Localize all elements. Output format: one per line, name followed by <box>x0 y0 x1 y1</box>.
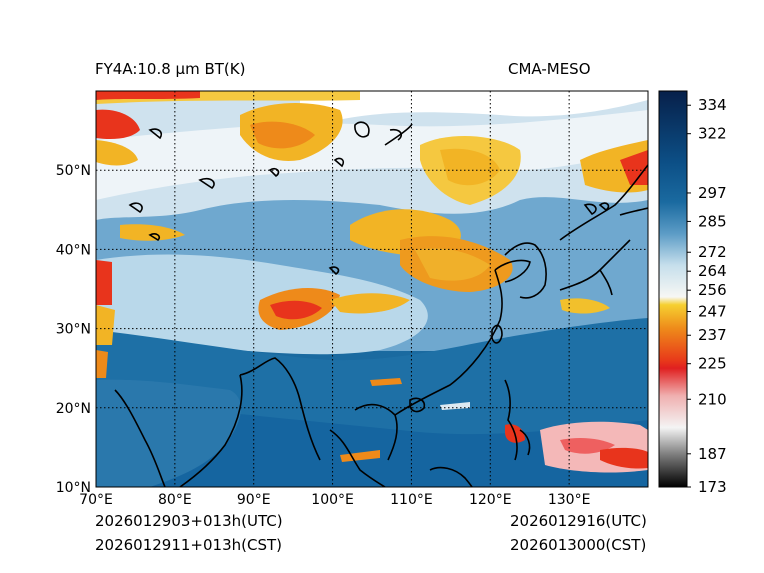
coastlines <box>114 121 648 487</box>
lon-tick-label: 110°E <box>390 492 433 508</box>
valid-time-cst: 2026013000(CST) <box>510 536 647 554</box>
colorbar-tick-label: 237 <box>698 326 727 344</box>
colorbar-tick-label: 297 <box>698 184 727 202</box>
lon-tick-label: 130°E <box>548 492 591 508</box>
colorbar-tick-label: 187 <box>698 445 727 463</box>
colorbar-tick-label: 322 <box>698 125 727 143</box>
init-time-utc: 2026012903+013h(UTC) <box>95 512 283 530</box>
lat-tick-label: 50°N <box>56 163 91 179</box>
colorbar <box>658 90 688 488</box>
map-title: FY4A:10.8 µm BT(K) <box>95 60 246 78</box>
colorbar-tick-label: 210 <box>698 390 727 408</box>
lat-tick-label: 10°N <box>56 480 91 496</box>
lat-tick-label: 40°N <box>56 242 91 258</box>
lon-tick-label: 70°E <box>79 492 113 508</box>
lon-tick-label: 90°E <box>237 492 271 508</box>
map-frame <box>95 90 649 488</box>
init-time-cst: 2026012911+013h(CST) <box>95 536 283 554</box>
colorbar-tick-label: 173 <box>698 478 727 496</box>
satellite-image <box>96 91 648 487</box>
colorbar-tick-label: 334 <box>698 96 727 114</box>
colorbar-tick-label: 225 <box>698 355 727 373</box>
colorbar-tick-label: 264 <box>698 262 727 280</box>
lon-tick-label: 100°E <box>311 492 354 508</box>
lon-tick-label: 120°E <box>469 492 512 508</box>
colorbar-tick-label: 247 <box>698 303 727 321</box>
colorbar-tick-label: 285 <box>698 212 727 230</box>
lat-tick-label: 20°N <box>56 401 91 417</box>
colorbar-tick-label: 256 <box>698 281 727 299</box>
colorbar-tick-label: 272 <box>698 243 727 261</box>
model-label: CMA-MESO <box>508 60 591 78</box>
lon-tick-label: 80°E <box>158 492 192 508</box>
lat-tick-label: 30°N <box>56 322 91 338</box>
valid-time-utc: 2026012916(UTC) <box>510 512 647 530</box>
